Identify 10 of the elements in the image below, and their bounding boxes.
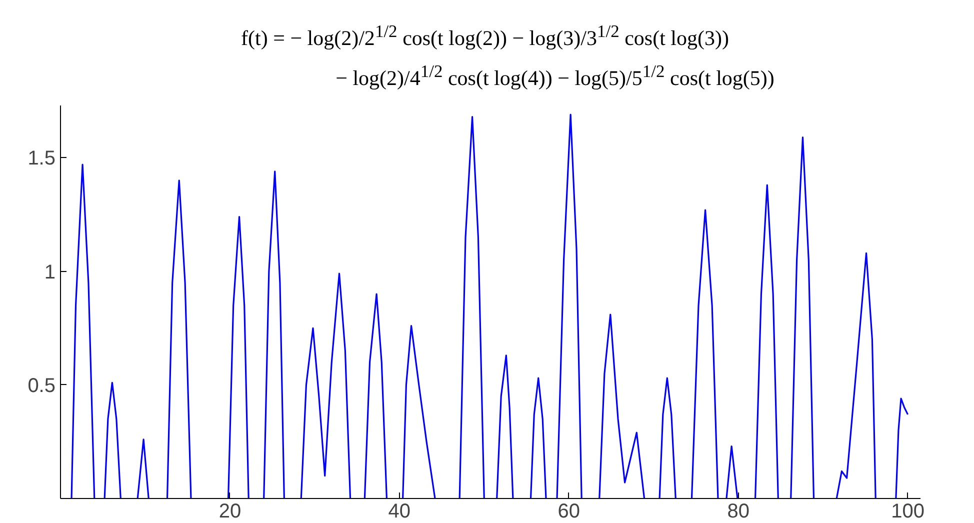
x-tick-label: 100	[891, 500, 924, 522]
subtitle: − log(2)/4$^{1/2}$ cos(t log(4)) − log(5)/5$^{1/2}$ cos(t log(5))	[334, 60, 774, 92]
y-tick-label: 0.5	[28, 374, 56, 397]
y-tick-label: 1.5	[28, 148, 56, 170]
x-tick-label: 80	[727, 500, 750, 522]
x-tick-label: 40	[388, 500, 411, 522]
x-tick-label: 20	[218, 500, 242, 522]
title: f(t) = − log(2)/2$^{1/2}$ cos(t log(2)) − log(3)/3$^{1/2}$ cos(t log(3))	[240, 20, 730, 52]
y-tick-label: 1	[44, 261, 56, 284]
x-tick-label: 60	[558, 500, 580, 522]
